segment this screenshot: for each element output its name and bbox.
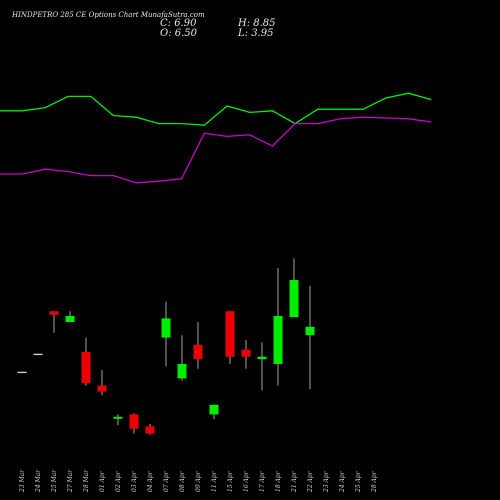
- candle-body: [145, 426, 155, 434]
- candle: [257, 342, 267, 391]
- x-tick-label: 28 Mar: [83, 469, 90, 493]
- open-value: O: 6.50: [160, 28, 198, 39]
- candle: [97, 370, 107, 396]
- x-tick-label: 16 Apr: [243, 470, 250, 492]
- candle: [305, 286, 315, 390]
- candle: [49, 311, 59, 333]
- candle-body: [17, 371, 27, 374]
- x-tick-label: 03 Apr: [131, 470, 138, 492]
- candle-body: [305, 326, 315, 336]
- candle-body: [193, 344, 203, 360]
- candle-body: [273, 316, 283, 364]
- candle: [177, 335, 187, 381]
- candle: [289, 258, 299, 318]
- candle: [81, 337, 91, 386]
- chart-title: HINDPETRO 285 CE Options Chart MunafaSut…: [12, 11, 205, 19]
- candle-body: [289, 280, 299, 318]
- candle: [241, 340, 251, 369]
- candle: [193, 322, 203, 369]
- candle-body: [97, 385, 107, 392]
- candle: [113, 414, 123, 426]
- x-tick-label: 01 Apr: [99, 470, 106, 492]
- x-tick-label: 24 Mar: [35, 469, 42, 493]
- candle-body: [177, 364, 187, 379]
- x-tick-label: 11 Apr: [211, 470, 218, 492]
- close-value: C: 6.90: [160, 18, 197, 29]
- candle-body: [257, 356, 267, 360]
- candle-body: [65, 316, 75, 322]
- x-tick-label: 23 Mar: [19, 469, 26, 493]
- candle-body: [81, 352, 91, 384]
- candle: [65, 311, 75, 322]
- candle: [273, 268, 283, 386]
- candle-body: [33, 353, 43, 356]
- candle-body: [161, 318, 171, 338]
- x-tick-label: 15 Apr: [227, 470, 234, 492]
- x-tick-label: 28 Apr: [371, 470, 378, 493]
- x-tick-label: 25 Mar: [51, 469, 58, 493]
- lower-band-line: [0, 116, 432, 184]
- x-tick-label: 21 Apr: [291, 470, 298, 493]
- candle: [17, 371, 27, 374]
- high-value: H: 8.85: [238, 18, 276, 29]
- candle-body: [129, 414, 139, 429]
- candles-group: [17, 258, 315, 435]
- low-value: L: 3.95: [238, 28, 274, 39]
- candle-body: [113, 416, 123, 419]
- x-tick-labels: 23 Mar 24 Mar 25 Mar 27 Mar 28 Mar 01 Apr 02 A…: [19, 469, 378, 493]
- x-tick-label: 22 Apr: [307, 470, 314, 493]
- candle-body: [241, 349, 251, 357]
- x-tick-label: 18 Apr: [275, 470, 282, 492]
- x-tick-label: 24 Apr: [339, 470, 346, 493]
- candle: [129, 413, 139, 434]
- candle-body: [209, 404, 219, 415]
- x-tick-label: 17 Apr: [259, 470, 266, 492]
- candle: [225, 311, 235, 364]
- x-tick-label: 02 Apr: [115, 470, 122, 492]
- x-tick-label: 08 Apr: [179, 470, 186, 492]
- x-tick-label: 04 Apr: [147, 470, 154, 492]
- upper-band-line: [0, 92, 432, 126]
- candle-body: [49, 311, 59, 315]
- x-tick-label: 27 Mar: [67, 469, 74, 493]
- candle: [161, 301, 171, 367]
- x-tick-label: 25 Apr: [355, 470, 362, 493]
- candle: [209, 404, 219, 420]
- candle: [33, 353, 43, 356]
- candle-body: [225, 311, 235, 357]
- x-tick-label: 09 Apr: [195, 470, 202, 492]
- candle: [145, 424, 155, 435]
- x-tick-label: 23 Apr: [323, 470, 330, 493]
- x-tick-label: 07 Apr: [163, 470, 170, 492]
